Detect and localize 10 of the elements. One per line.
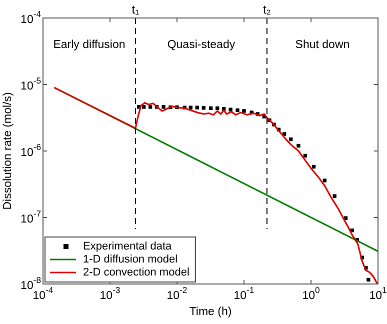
legend-label: Experimental data bbox=[83, 240, 173, 253]
y-axis-title: Dissolution rate (mol/s) bbox=[2, 92, 14, 210]
legend-label: 2-D convection model bbox=[83, 266, 190, 279]
annotation: Early diffusion bbox=[53, 39, 126, 52]
annotation: Shut down bbox=[295, 39, 350, 52]
ref-line-label: t₂ bbox=[262, 2, 272, 16]
x-axis-title: Time (h) bbox=[189, 306, 232, 318]
annotation: Quasi-steady bbox=[167, 39, 236, 52]
legend-label: 1-D diffusion model bbox=[83, 254, 178, 266]
ref-line-label: t₁ bbox=[132, 2, 140, 16]
